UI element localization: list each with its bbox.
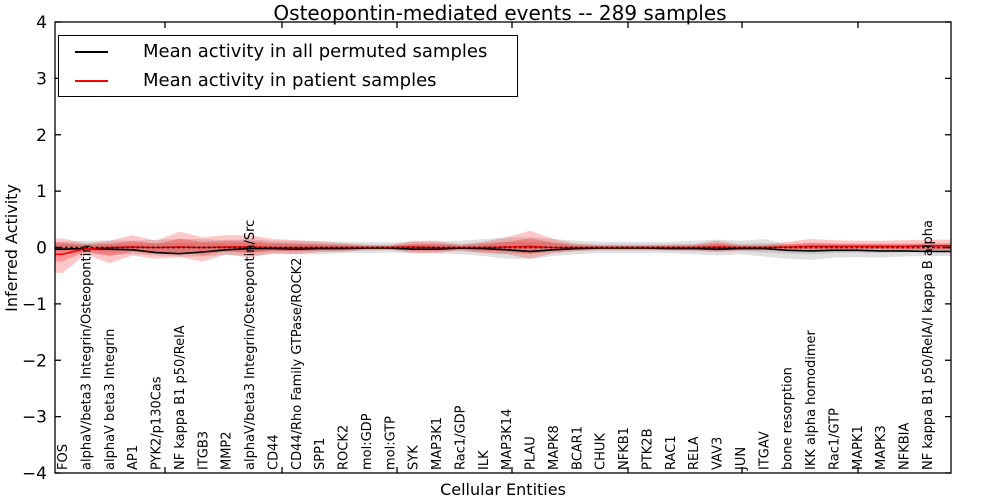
x-tick-label: mol:GDP (360, 413, 375, 470)
y-tick-label: 0 (36, 239, 47, 259)
x-tick-label: MAP3K1 (430, 417, 445, 470)
x-tick-label: FOS (56, 444, 71, 470)
permuted-range-band (55, 237, 951, 260)
y-tick-label: −1 (22, 295, 47, 315)
x-tick-label: CHUK (594, 433, 609, 470)
x-tick-label: AP1 (126, 445, 141, 470)
x-tick-label: MAPK1 (851, 425, 866, 470)
x-tick-label: RELA (687, 436, 702, 470)
x-tick-label: ROCK2 (337, 425, 352, 470)
legend-line-patient-icon (75, 79, 108, 82)
x-tick-label: NF kappa B1 p50/RelA/I kappa B alpha (921, 220, 936, 470)
x-tick-label: bone resorption (781, 367, 796, 470)
x-tick-label: NFKBIA (898, 423, 913, 470)
x-tick-label: alphaV beta3 Integrin (103, 329, 118, 470)
x-tick-label: alphaV/beta3 Integrin/Osteopontin (79, 245, 94, 470)
x-tick-label: NFKB1 (617, 427, 632, 470)
x-tick-label: ITGB3 (196, 431, 211, 470)
x-tick-label: ITGAV (757, 431, 772, 470)
y-tick-label: −4 (22, 464, 47, 484)
legend-line-permuted-icon (75, 50, 108, 53)
x-tick-label: CD44/Rho Family GTPase/ROCK2 (290, 258, 305, 470)
x-tick-label: IKK alpha homodimer (804, 329, 819, 470)
y-tick-label: 4 (36, 13, 47, 33)
x-tick-label: ILK (477, 450, 492, 470)
x-tick-label: mol:GTP (383, 416, 398, 470)
legend-entry: Mean activity in patient samples (59, 70, 517, 92)
y-tick-label: −3 (22, 408, 47, 428)
x-tick-label: JUN (734, 447, 749, 471)
x-tick-label: SPP1 (313, 438, 328, 470)
y-tick-label: 3 (36, 69, 47, 89)
chart-title: Osteopontin-mediated events -- 289 sampl… (273, 1, 727, 25)
y-tick-label: 1 (36, 182, 47, 202)
x-tick-label: NF kappa B1 p50/RelA (173, 325, 188, 470)
legend-label-patient: Mean activity in patient samples (143, 70, 437, 91)
x-tick-label: PLAU (524, 436, 539, 470)
legend-label-permuted: Mean activity in all permuted samples (143, 41, 488, 62)
x-axis-label: Cellular Entities (440, 480, 566, 499)
x-tick-label: CD44 (266, 434, 281, 470)
permuted-mean-line (55, 247, 951, 255)
x-tick-label: MMP2 (220, 431, 235, 470)
legend: Mean activity in all permuted samples Me… (58, 35, 518, 97)
x-tick-label: Rac1/GDP (453, 405, 468, 470)
y-tick-label: −2 (22, 351, 47, 371)
x-tick-label: MAPK3 (874, 425, 889, 470)
patient-range-band (55, 230, 951, 273)
x-tick-label: RAC1 (664, 435, 679, 470)
x-tick-label: Rac1/GTP (828, 408, 843, 470)
permuted-range-inner-band (55, 241, 951, 255)
x-tick-label: MAP3K14 (500, 409, 515, 470)
legend-entry: Mean activity in all permuted samples (59, 41, 517, 63)
x-tick-label: alphaV/beta3 Integrin/Osteopontin/Src (243, 220, 258, 470)
y-tick-label: 2 (36, 126, 47, 146)
x-tick-label: MAPK8 (547, 425, 562, 470)
x-tick-label: SYK (407, 445, 422, 470)
x-tick-label: PTK2B (641, 429, 656, 471)
x-tick-label: VAV3 (711, 437, 726, 470)
x-tick-label: PYK2/p130Cas (150, 376, 165, 470)
x-tick-label: BCAR1 (570, 426, 585, 470)
